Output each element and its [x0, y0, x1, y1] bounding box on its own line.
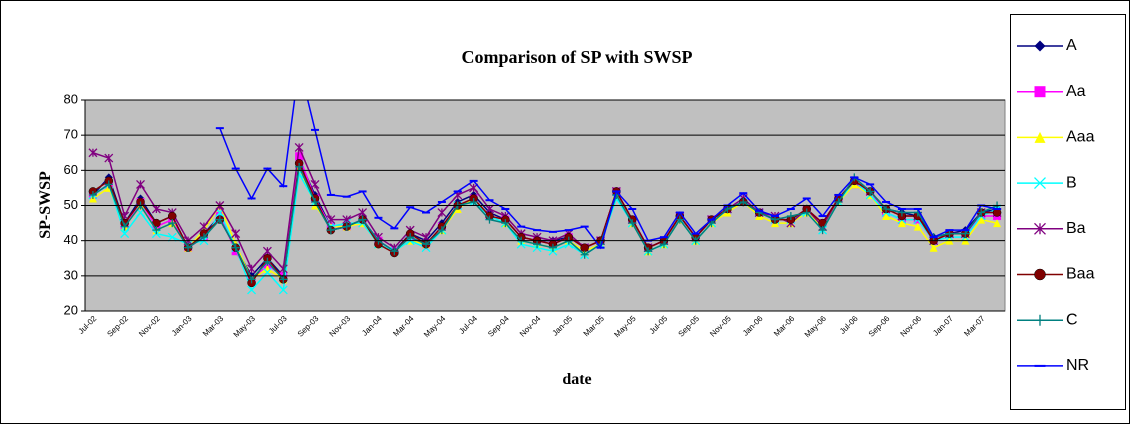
marker	[1034, 177, 1046, 190]
marker	[231, 243, 240, 252]
marker	[580, 250, 589, 259]
marker	[199, 233, 208, 242]
legend-label: Baa	[1066, 266, 1095, 283]
marker	[262, 246, 272, 256]
marker	[326, 215, 336, 225]
legend-label: A	[1066, 37, 1077, 54]
marker	[993, 219, 1002, 228]
marker	[421, 232, 431, 242]
marker	[294, 143, 304, 152]
marker	[247, 264, 257, 274]
marker	[247, 275, 256, 284]
marker	[247, 285, 257, 295]
marker	[818, 226, 827, 235]
marker	[628, 219, 637, 228]
chart-title: Comparison of SP with SWSP	[461, 47, 692, 67]
legend-label: Ba	[1066, 220, 1086, 237]
marker	[977, 208, 986, 217]
marker	[866, 187, 875, 196]
marker	[88, 148, 98, 158]
marker	[739, 197, 748, 206]
marker	[1034, 314, 1046, 326]
marker	[1034, 86, 1046, 98]
marker	[120, 229, 130, 239]
marker	[533, 240, 542, 249]
marker	[262, 267, 272, 277]
y-tick-label: 70	[64, 127, 78, 142]
marker	[1034, 222, 1046, 235]
marker	[469, 197, 478, 206]
marker	[882, 205, 891, 214]
marker	[485, 204, 494, 214]
legend-label: C	[1066, 311, 1078, 328]
marker	[786, 212, 795, 221]
marker	[406, 233, 415, 242]
y-tick-label: 30	[64, 267, 78, 282]
series-line	[92, 164, 998, 282]
marker	[151, 204, 161, 214]
legend-label: Aa	[1066, 83, 1086, 100]
marker	[167, 232, 177, 242]
marker	[278, 285, 288, 295]
marker	[834, 197, 843, 206]
marker	[215, 215, 224, 224]
marker	[295, 162, 304, 171]
marker	[437, 226, 446, 235]
marker	[897, 219, 906, 228]
marker	[311, 197, 319, 206]
marker	[310, 179, 320, 189]
marker	[422, 240, 431, 249]
marker	[437, 208, 447, 217]
marker	[644, 247, 653, 256]
marker	[929, 243, 938, 252]
marker	[136, 179, 145, 189]
marker	[390, 247, 399, 256]
marker	[104, 153, 114, 163]
marker	[279, 275, 288, 284]
marker	[977, 215, 986, 224]
legend-label: Aaa	[1066, 129, 1095, 146]
y-tick-label: 60	[64, 162, 78, 177]
y-tick-label: 40	[64, 232, 78, 247]
y-tick-label: 80	[64, 91, 78, 106]
marker	[231, 229, 241, 239]
legend-label: NR	[1066, 357, 1089, 374]
marker	[1034, 131, 1046, 143]
marker	[485, 215, 494, 224]
marker	[342, 222, 351, 231]
marker	[167, 211, 177, 221]
legend	[1010, 14, 1126, 410]
marker	[342, 215, 352, 225]
y-tick-label: 20	[64, 302, 78, 317]
marker	[675, 215, 684, 224]
legend-label: B	[1066, 174, 1077, 191]
y-axis-label: SP-SWSP	[37, 171, 54, 239]
marker	[278, 264, 288, 274]
marker	[326, 226, 335, 235]
marker	[152, 226, 161, 235]
marker	[548, 243, 557, 252]
marker	[882, 212, 891, 221]
marker	[263, 257, 272, 266]
y-tick-label: 50	[64, 197, 78, 212]
marker	[1034, 268, 1046, 281]
marker	[802, 208, 811, 217]
marker	[659, 240, 668, 249]
marker	[199, 222, 209, 232]
marker	[358, 208, 368, 217]
marker	[104, 180, 113, 189]
marker	[120, 222, 129, 231]
series-line	[92, 171, 998, 292]
marker	[580, 243, 589, 252]
marker	[168, 219, 177, 228]
marker	[1034, 40, 1046, 52]
marker	[184, 243, 193, 252]
marker	[88, 190, 97, 199]
marker	[501, 219, 510, 228]
marker	[913, 222, 922, 231]
marker	[358, 215, 367, 224]
x-axis-label: date	[562, 371, 591, 388]
plot-layer	[88, 100, 1002, 295]
